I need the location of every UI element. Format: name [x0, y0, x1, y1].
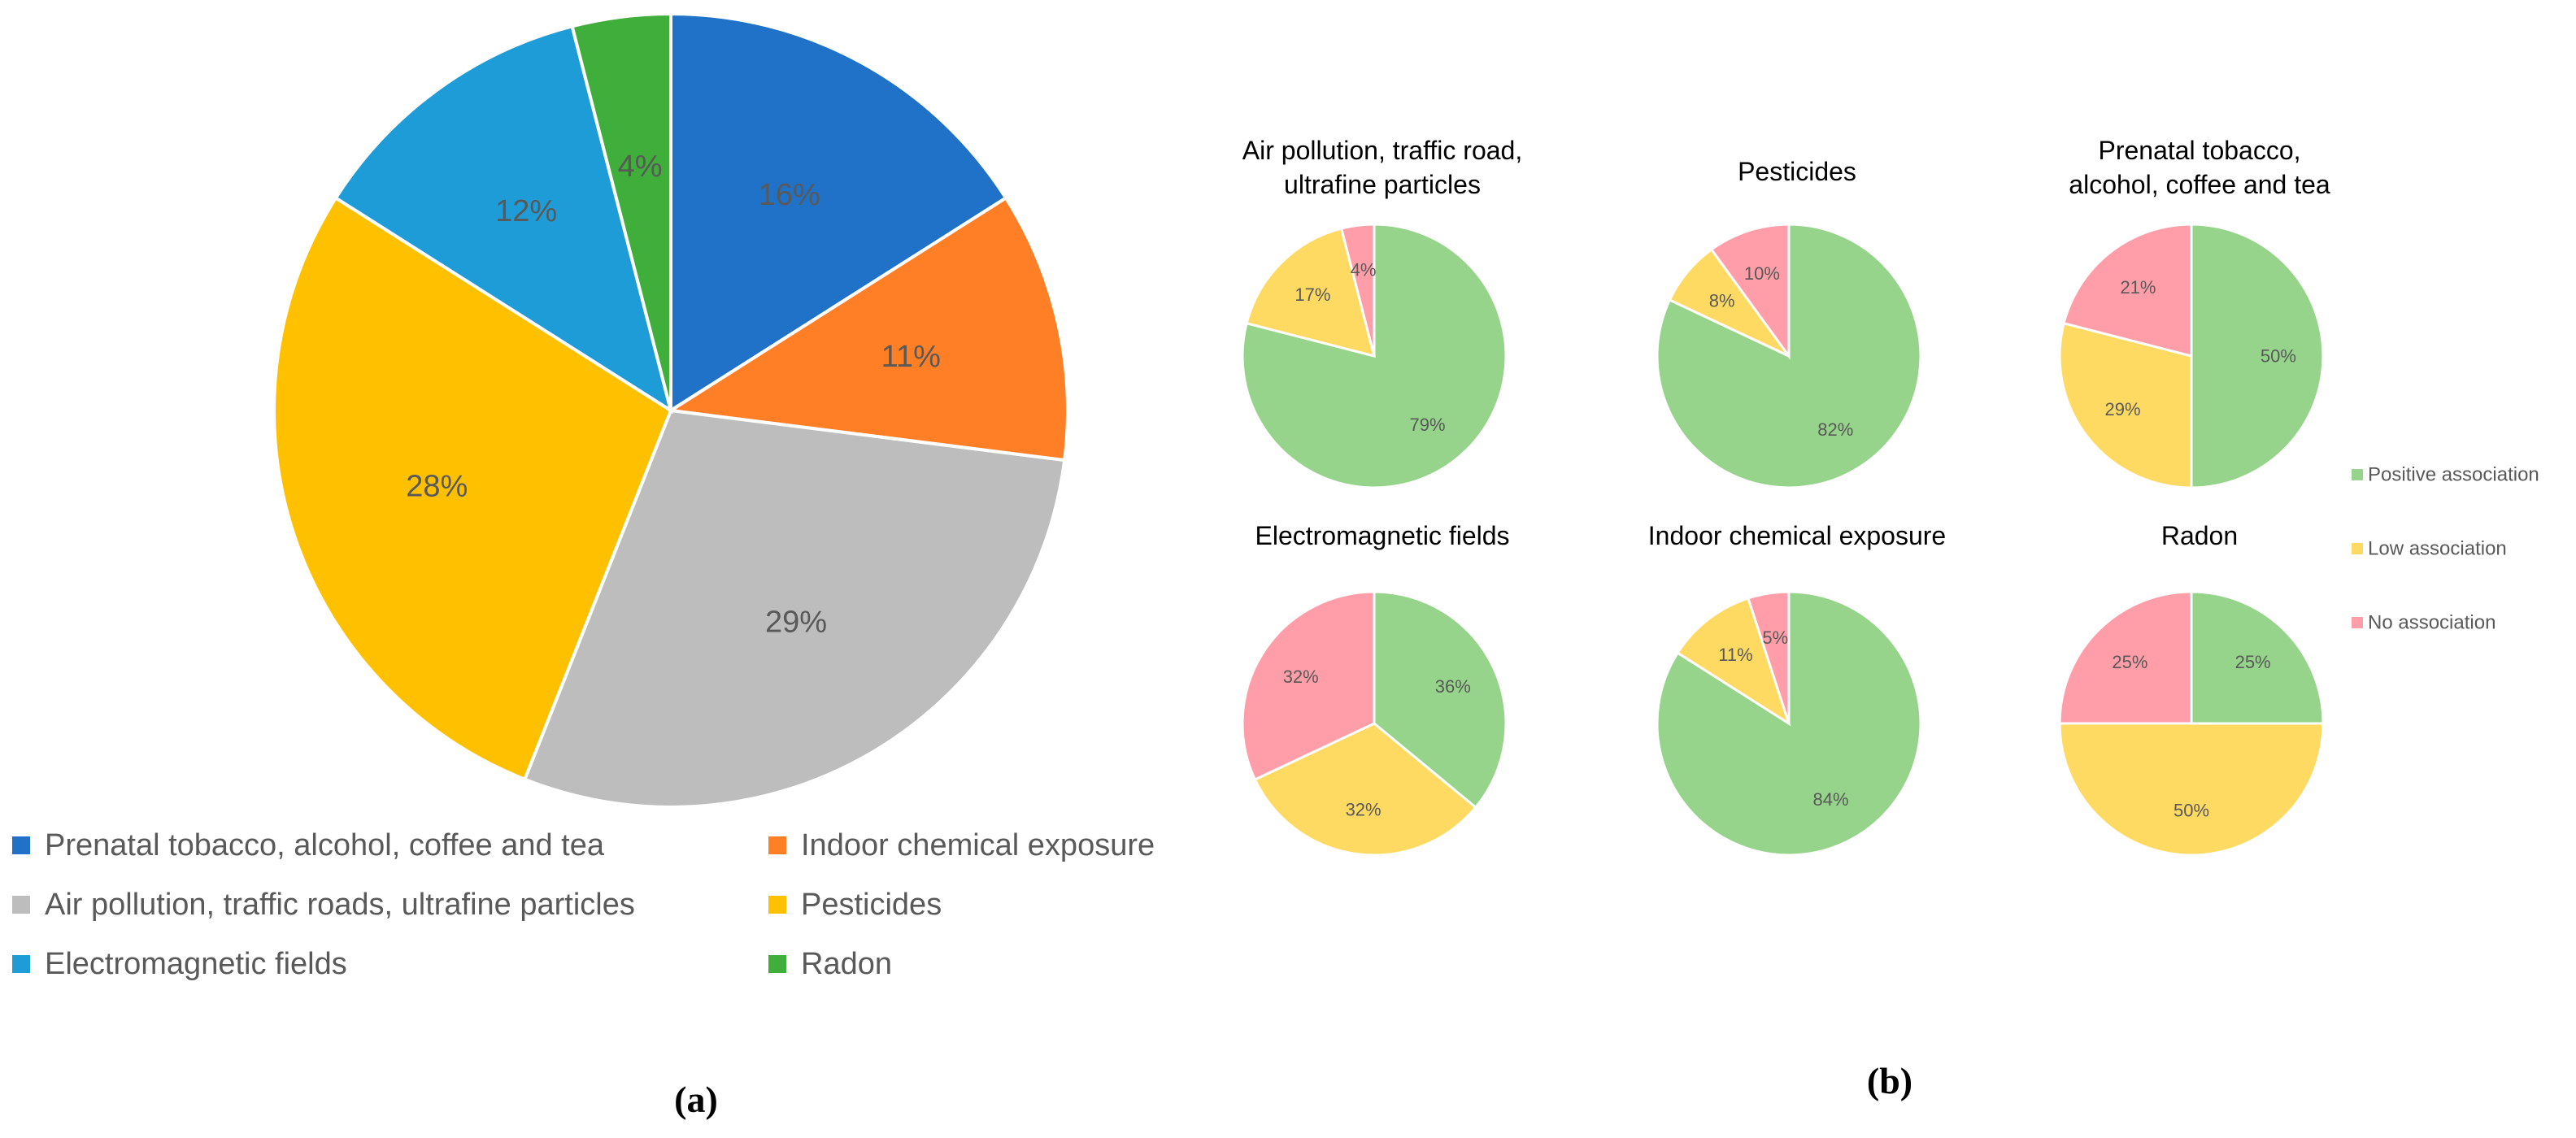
pie-b-5-label-1: 50% — [2174, 800, 2209, 820]
legend-b-swatch-no-association — [2352, 617, 2363, 628]
pie-b-radon: Radon 25% 50% 25% — [2058, 521, 2325, 857]
pie-b-0-label-2: 4% — [1351, 259, 1377, 280]
pie-b-4-label-2: 5% — [1762, 628, 1788, 648]
pie-b-2-label-1: 29% — [2104, 399, 2140, 419]
pie-b-2-label-2: 21% — [2120, 277, 2156, 298]
pie-b-title: Air pollution, traffic road, — [1242, 136, 1522, 165]
pie-a-label-1: 11% — [881, 340, 941, 374]
pie-b-2-slice-2 — [2062, 223, 2193, 358]
pie-b-3-slice-2 — [1241, 590, 1376, 781]
pie-b-3-slice-0 — [1373, 590, 1508, 810]
pie-b-title: ultrafine particles — [1284, 170, 1481, 199]
legend-b: Positive association Low association No as… — [2352, 464, 2539, 634]
pie-b-0-label-1: 17% — [1295, 284, 1330, 305]
pie-b-title: Radon — [2161, 521, 2238, 550]
legend-a-swatch-air-pollution-traffic-roads-ultrafine-particles — [12, 896, 30, 914]
pie-b-pesticides: Pesticides 82% 8% 10% — [1656, 157, 1922, 489]
pie-b-5-slice-1 — [2058, 722, 2325, 857]
pie-b-5-label-0: 25% — [2235, 652, 2271, 672]
legend-a-swatch-radon — [768, 955, 786, 973]
pie-a-label-3: 28% — [406, 469, 468, 503]
pie-a-label-2: 29% — [765, 605, 827, 639]
pie-b-title: alcohol, coffee and tea — [2069, 170, 2330, 199]
pie-a-slice-1 — [666, 195, 1069, 463]
pie-b-2-label-0: 50% — [2261, 346, 2296, 367]
legend-a-swatch-indoor-chemical-exposure — [768, 836, 786, 854]
pie-a-slice-3 — [272, 195, 673, 782]
pie-b-1-label-2: 10% — [1744, 263, 1780, 284]
pie-b-4-label-1: 11% — [1718, 645, 1752, 665]
legend-b-label-low-association: Low association — [2368, 538, 2507, 560]
pie-b-3-label-1: 32% — [1346, 800, 1382, 820]
pie-b-indoor-chemical-exposure: Indoor chemical exposure 84% 11% 5% — [1648, 521, 1946, 857]
legend-a: Prenatal tobacco, alcohol, coffee and te… — [12, 828, 1155, 981]
pie-b-4-slice-1 — [1676, 597, 1791, 727]
pie-b-title: Prenatal tobacco, — [2098, 136, 2300, 165]
pie-a-label-0: 16% — [759, 178, 820, 212]
legend-a-label-radon: Radon — [801, 947, 892, 981]
legend-a-label-pesticides: Pesticides — [801, 888, 942, 922]
pie-charts-b: Air pollution, traffic road, ultrafine pa… — [1241, 136, 2330, 857]
panel-label-a: (a) — [674, 1079, 718, 1120]
pie-b-1-label-0: 82% — [1817, 419, 1853, 440]
pie-a-slice-5 — [570, 11, 672, 411]
pie-b-3-label-2: 32% — [1283, 667, 1319, 687]
pie-b-3-label-0: 36% — [1435, 676, 1471, 697]
pie-a-label-4: 12% — [495, 194, 557, 228]
panel-label-b: (b) — [1867, 1060, 1912, 1101]
pie-b-1-label-1: 8% — [1709, 290, 1735, 311]
legend-b-swatch-positive-association — [2352, 469, 2363, 480]
legend-a-label-air-pollution-traffic-roads-ultrafine-particles: Air pollution, traffic roads, ultrafine … — [45, 888, 635, 922]
pie-b-electromagnetic-fields: Electromagnetic fields 36% 32% 32% — [1241, 521, 1510, 857]
pie-b-title: Pesticides — [1738, 157, 1856, 186]
pie-b-2-slice-0 — [2190, 223, 2325, 489]
legend-b-swatch-low-association — [2352, 543, 2363, 554]
pie-b-0-slice-1 — [1245, 227, 1377, 358]
legend-a-label-electromagnetic-fields: Electromagnetic fields — [45, 947, 347, 981]
pie-a-slice-0 — [669, 11, 1008, 414]
pie-b-0-slice-2 — [1339, 223, 1376, 357]
pie-b-1-slice-2 — [1709, 223, 1791, 360]
pie-b-0-label-0: 79% — [1410, 415, 1446, 435]
pie-b-prenatal-tobacco-alcohol-coffee-and-tea: Prenatal tobacco, alcohol, coffee and tea… — [2058, 136, 2330, 489]
pie-b-air-pollution-traffic-road-ultrafine-particles: Air pollution, traffic road, ultrafine pa… — [1241, 136, 1522, 489]
legend-a-label-prenatal-tobacco-alcohol-coffee-and-tea: Prenatal tobacco, alcohol, coffee and te… — [45, 828, 605, 862]
legend-b-label-no-association: No association — [2368, 612, 2496, 634]
legend-b-label-positive-association: Positive association — [2368, 464, 2539, 486]
pie-chart-a: 16% 11% 29% 28% 12% 4% — [272, 11, 1069, 809]
pie-b-4-label-0: 84% — [1812, 789, 1848, 810]
pie-a-label-5: 4% — [618, 150, 663, 184]
pie-b-5-slice-2 — [2058, 590, 2193, 725]
legend-a-label-indoor-chemical-exposure: Indoor chemical exposure — [801, 828, 1155, 862]
pie-b-5-slice-0 — [2190, 590, 2325, 725]
pie-a-slice-4 — [333, 24, 674, 415]
pie-b-5-label-2: 25% — [2112, 652, 2147, 672]
pie-b-3-slice-1 — [1253, 722, 1477, 857]
pie-b-4-slice-2 — [1747, 590, 1791, 724]
legend-a-swatch-pesticides — [768, 896, 786, 914]
pie-b-title: Electromagnetic fields — [1255, 521, 1509, 550]
legend-a-swatch-prenatal-tobacco-alcohol-coffee-and-tea — [12, 836, 30, 854]
pie-b-title: Indoor chemical exposure — [1648, 521, 1946, 550]
pie-a-slice-2 — [522, 408, 1067, 809]
pie-b-2-slice-1 — [2058, 321, 2193, 489]
legend-a-swatch-electromagnetic-fields — [12, 955, 30, 973]
